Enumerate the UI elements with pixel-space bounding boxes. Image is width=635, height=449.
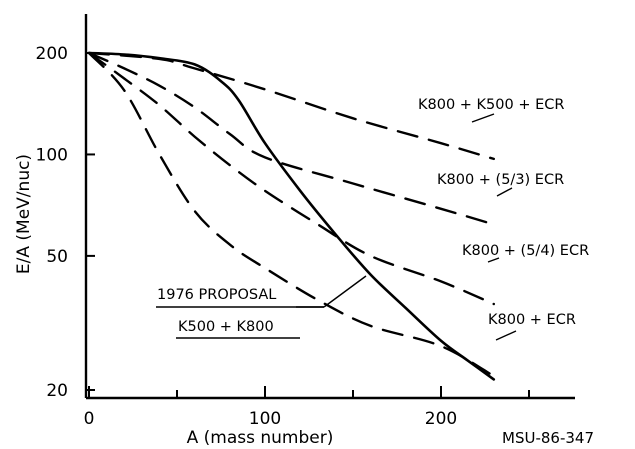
series-label-k800-5-3-ecr: K800 + (5/3) ECR [437,172,564,188]
x-axis-title: A (mass number) [187,428,334,448]
leader-k800-5-4-ecr [487,257,500,263]
series-line-3 [87,51,495,306]
x-tick-label: 100 [249,409,281,429]
leader-k800-5-3-ecr [496,187,513,197]
tick-labels: 20 50 100 200 0 100 200 [36,44,458,429]
leader-k800-k500-ecr [471,113,495,123]
y-tick-label: 20 [46,381,68,401]
annotation-pointer [323,275,367,308]
leader-k800-ecr [495,330,517,341]
series-label-k800-k500-ecr: K800 + K500 + ECR [418,97,564,113]
series-lines [87,51,496,381]
series-line-1 [87,51,495,161]
x-tick-label: 200 [425,409,457,429]
series-line-2 [87,51,495,226]
annotation-proposal-line2: K500 + K800 [178,319,274,335]
y-tick-label: 200 [36,44,68,64]
series-label-k800-ecr: K800 + ECR [488,312,576,328]
x-tick-label: 0 [84,409,95,429]
annotation-proposal-line1: 1976 PROPOSAL [157,287,276,303]
series-labels: K800 + K500 + ECR K800 + (5/3) ECR K800 … [418,97,589,341]
y-axis-title: E/A (MeV/nuc) [14,154,34,274]
y-tick-label: 50 [46,247,68,267]
axes [84,14,575,400]
figure-id: MSU-86-347 [502,429,594,447]
series-label-k800-5-4-ecr: K800 + (5/4) ECR [462,243,589,259]
y-tick-label: 100 [36,145,68,165]
proposal-annotation: 1976 PROPOSAL K500 + K800 [156,275,367,339]
series-line-4 [87,51,495,378]
